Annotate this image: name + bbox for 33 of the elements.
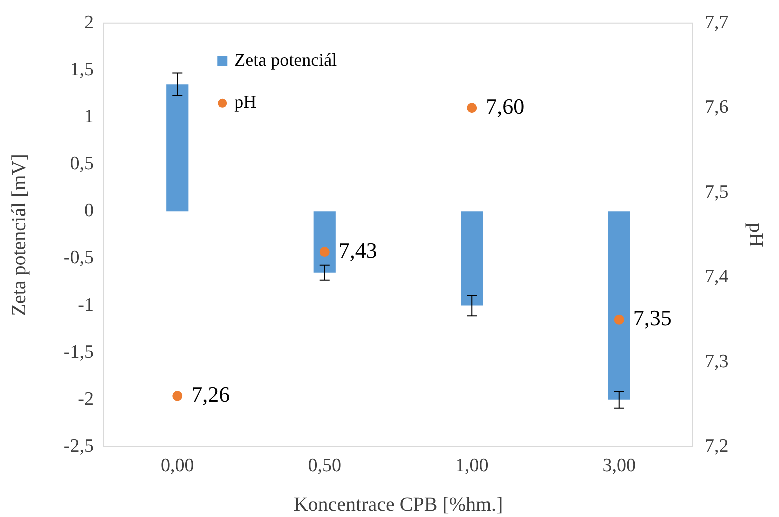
y-tick-label: -1 <box>78 294 94 316</box>
y-tick-label: 2 <box>84 12 94 34</box>
point <box>320 247 330 258</box>
point <box>172 391 183 402</box>
y-axis-title: Zeta potenciál [mV] <box>8 154 30 316</box>
x-axis-title: Koncentrace CPB [%hm.] <box>294 494 504 516</box>
point <box>467 103 478 114</box>
legend-label: Zeta potenciál <box>234 50 338 70</box>
y-tick-label: -2,5 <box>64 436 94 457</box>
y2-tick-label: 7,6 <box>705 97 729 118</box>
point <box>614 314 624 325</box>
x-tick-label: 0,50 <box>308 455 342 476</box>
y-tick-label: -0,5 <box>64 248 94 269</box>
x-tick-label: 0,00 <box>161 455 194 476</box>
y-tick-label: 1,5 <box>70 59 94 80</box>
y-tick-label: 0,5 <box>70 154 94 175</box>
y2-tick-label: 7,2 <box>705 436 729 457</box>
x-tick-label: 3,00 <box>602 455 636 476</box>
data-label: 7,60 <box>486 94 525 119</box>
data-label: 7,26 <box>192 382 230 407</box>
x-tick-label: 1,00 <box>456 455 489 476</box>
data-label: 7,43 <box>338 238 378 263</box>
y-tick-label: -1,5 <box>64 342 94 363</box>
y2-tick-label: 7,7 <box>705 12 729 34</box>
y2-tick-label: 7,4 <box>705 266 730 288</box>
y-tick-label: -2 <box>78 388 94 410</box>
data-label: 7,35 <box>633 306 672 331</box>
y-tick-label: 1 <box>84 106 94 128</box>
y2-axis-title: pH <box>744 222 767 248</box>
legend-label: pH <box>234 92 257 112</box>
y-tick-label: 0 <box>84 200 94 222</box>
y2-tick-label: 7,5 <box>705 182 729 203</box>
y2-tick-label: 7,3 <box>705 351 729 372</box>
